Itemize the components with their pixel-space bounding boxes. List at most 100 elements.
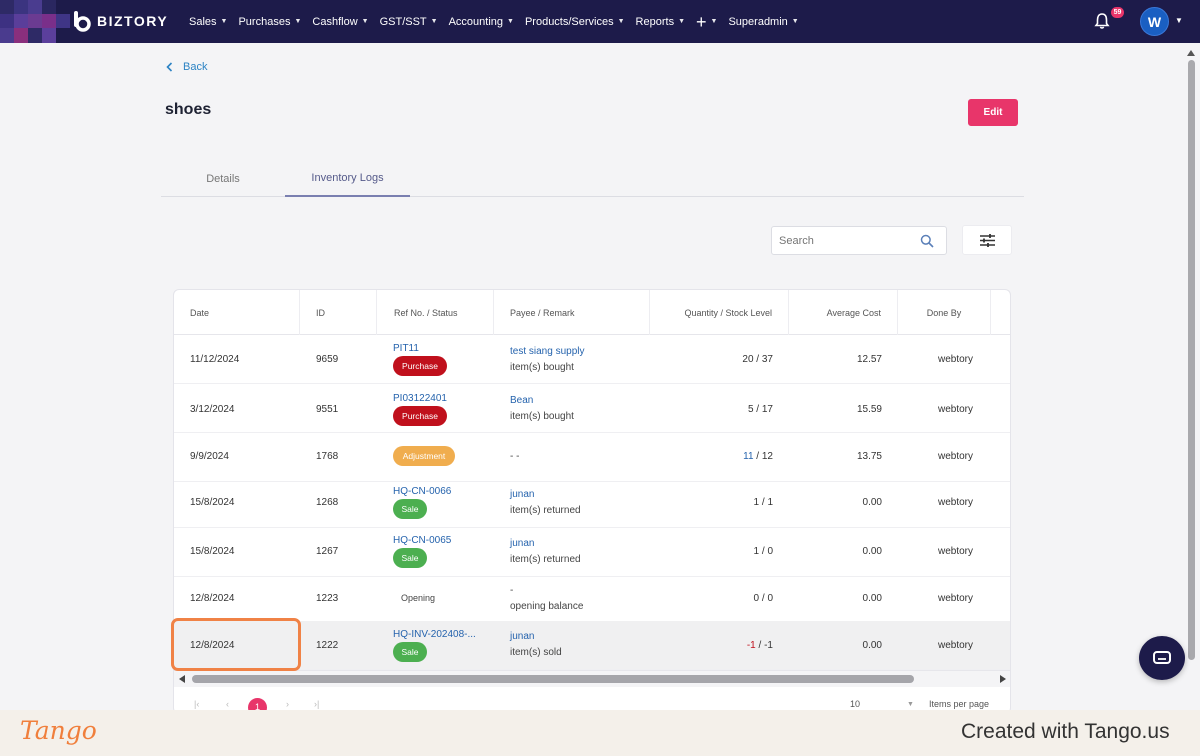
- table-row[interactable]: 15/8/2024 1268 HQ-CN-0066 Sale junan ite…: [174, 479, 1010, 528]
- id-cell: 1267: [316, 546, 339, 557]
- column-header-date[interactable]: Date: [174, 290, 300, 335]
- bell-icon[interactable]: [1093, 12, 1111, 30]
- scroll-up-icon[interactable]: [1187, 50, 1195, 56]
- edit-button[interactable]: Edit: [968, 99, 1018, 126]
- average-cost-cell: 0.00: [862, 640, 882, 651]
- column-header-payee-remark[interactable]: Payee / Remark: [494, 290, 650, 335]
- ref-link[interactable]: PI03122401: [393, 393, 447, 404]
- first-page-icon[interactable]: |‹: [194, 699, 200, 709]
- ref-link[interactable]: HQ-CN-0066: [393, 486, 452, 497]
- done-by-cell: webtory: [938, 593, 974, 604]
- average-cost-cell: 13.75: [856, 451, 882, 462]
- menu-label: Products/Services: [524, 15, 614, 28]
- table-row[interactable]: 12/8/2024 1222 HQ-INV-202408-... Sale ju…: [174, 621, 1010, 670]
- tab-details[interactable]: Details: [206, 172, 240, 185]
- page-number-current[interactable]: 1: [248, 698, 267, 713]
- logo-mosaic: [0, 0, 98, 43]
- tango-logo: Tango: [20, 716, 97, 745]
- payee-link[interactable]: test siang supply: [510, 346, 585, 357]
- done-by-cell: webtory: [938, 451, 974, 462]
- payee-link[interactable]: junan: [510, 489, 535, 500]
- ref-link[interactable]: HQ-CN-0065: [393, 535, 452, 546]
- done-by-cell: webtory: [938, 497, 974, 508]
- tab-bar: Details Inventory Logs: [161, 160, 1024, 197]
- menu-accounting[interactable]: Accounting ▼: [449, 16, 514, 28]
- quantity-stock-cell: 5 / 17: [747, 404, 773, 415]
- per-page-label: Items per page: [929, 699, 990, 709]
- done-by-cell: webtory: [938, 546, 974, 557]
- horizontal-scrollbar[interactable]: [174, 670, 1010, 687]
- chevron-down-icon: ▼: [294, 18, 302, 25]
- quantity-stock-cell: 11 / 12: [743, 451, 773, 462]
- tab-inventory-logs[interactable]: Inventory Logs: [285, 160, 410, 197]
- scroll-left-icon[interactable]: [179, 675, 185, 683]
- chevron-down-icon[interactable]: ▼: [1175, 16, 1183, 25]
- chevron-down-icon: ▼: [430, 18, 438, 25]
- search-icon[interactable]: [920, 234, 934, 248]
- chevron-down-icon[interactable]: ▼: [907, 701, 914, 708]
- next-page-icon[interactable]: ›: [286, 699, 289, 709]
- chevron-down-icon: ▼: [361, 18, 369, 25]
- payee-link[interactable]: junan: [510, 538, 535, 549]
- last-page-icon[interactable]: ›|: [314, 699, 320, 709]
- menu-gst-sst[interactable]: GST/SST ▼: [380, 16, 438, 28]
- notification-badge: 59: [1111, 7, 1124, 18]
- column-header-done-by[interactable]: Done By: [898, 290, 991, 335]
- column-header-quantity-stock[interactable]: Quantity / Stock Level: [650, 290, 789, 335]
- date-cell: 12/8/2024: [190, 593, 235, 604]
- payee-link[interactable]: Bean: [510, 395, 534, 406]
- menu-quick-add[interactable]: + ▼: [696, 13, 717, 31]
- menu-purchases[interactable]: Purchases ▼: [238, 16, 301, 28]
- search-input[interactable]: [771, 226, 947, 255]
- ref-link[interactable]: PIT11: [393, 343, 419, 354]
- filter-settings-button[interactable]: [962, 225, 1012, 255]
- id-cell: 9551: [316, 404, 339, 415]
- ref-link[interactable]: HQ-INV-202408-...: [393, 629, 476, 640]
- chevron-down-icon: ▼: [220, 18, 228, 25]
- quantity-value: -1: [746, 640, 756, 651]
- table-row[interactable]: 15/8/2024 1267 HQ-CN-0065 Sale junan ite…: [174, 528, 1010, 577]
- date-cell: 11/12/2024: [190, 354, 240, 365]
- date-cell: 9/9/2024: [190, 451, 229, 462]
- scrollbar-thumb[interactable]: [1188, 60, 1195, 660]
- main-menu: Sales ▼ Purchases ▼ Cashflow ▼ GST/SST ▼ Acc…: [189, 0, 810, 43]
- table-row[interactable]: 11/12/2024 9659 PIT11 Purchase test sian…: [174, 335, 1010, 384]
- quantity-value: 1: [753, 546, 760, 557]
- chat-button[interactable]: [1139, 636, 1185, 680]
- column-header-ref-status[interactable]: Ref No. / Status: [377, 290, 494, 335]
- brand-logo[interactable]: BIZTORY: [72, 10, 168, 32]
- column-header-average-cost[interactable]: Average Cost: [789, 290, 898, 335]
- tango-footer: [0, 710, 1200, 756]
- remark-text: opening balance: [510, 601, 584, 612]
- done-by-cell: webtory: [938, 640, 974, 651]
- date-cell: 15/8/2024: [190, 497, 235, 508]
- status-badge: Purchase: [393, 406, 447, 426]
- vertical-scrollbar[interactable]: [1186, 60, 1196, 660]
- table-header: Date ID Ref No. / Status Payee / Remark …: [174, 290, 1010, 335]
- table-row[interactable]: 9/9/2024 1768 Adjustment - - 11 / 12 13.…: [174, 433, 1010, 482]
- average-cost-cell: 0.00: [862, 546, 882, 557]
- scrollbar-thumb[interactable]: [192, 675, 914, 683]
- prev-page-icon[interactable]: ‹: [226, 699, 229, 709]
- per-page-select[interactable]: 10: [850, 699, 861, 709]
- brand-name: BIZTORY: [97, 13, 169, 29]
- tango-credit: Created with Tango.us: [961, 720, 1170, 743]
- quantity-value: 1: [753, 497, 760, 508]
- chevron-down-icon: ▼: [791, 18, 799, 25]
- menu-superadmin[interactable]: Superadmin ▼: [728, 16, 798, 28]
- avatar[interactable]: W: [1140, 7, 1169, 36]
- menu-reports[interactable]: Reports ▼: [636, 16, 685, 28]
- average-cost-cell: 12.57: [856, 354, 882, 365]
- stock-value: 12: [761, 451, 773, 462]
- inventory-logs-table: Date ID Ref No. / Status Payee / Remark …: [173, 289, 1011, 714]
- menu-cashflow[interactable]: Cashflow ▼: [312, 16, 368, 28]
- payee-link[interactable]: junan: [510, 631, 535, 642]
- quantity-value: 0: [753, 593, 760, 604]
- back-link[interactable]: Back: [166, 61, 207, 73]
- table-row[interactable]: 12/8/2024 1223 Opening - opening balance…: [174, 575, 1010, 624]
- table-row[interactable]: 3/12/2024 9551 PI03122401 Purchase Bean …: [174, 384, 1010, 433]
- scroll-right-icon[interactable]: [1000, 675, 1006, 683]
- menu-products-services[interactable]: Products/Services ▼: [525, 16, 625, 28]
- column-header-id[interactable]: ID: [300, 290, 377, 335]
- menu-sales[interactable]: Sales ▼: [189, 16, 227, 28]
